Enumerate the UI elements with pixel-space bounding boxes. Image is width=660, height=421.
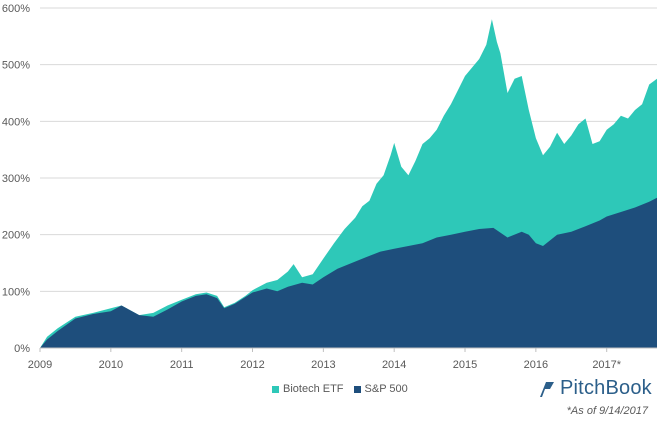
pitchbook-logo: PitchBook: [537, 377, 652, 400]
pitchbook-logo-icon: [540, 381, 554, 397]
legend-label-biotech-etf: Biotech ETF: [283, 383, 344, 395]
legend-swatch-sp500: [353, 385, 361, 393]
y-tick-label: 0%: [14, 343, 30, 355]
legend-swatch-biotech-etf: [272, 385, 279, 393]
legend-item-biotech-etf: Biotech ETF: [272, 383, 344, 395]
brand-name: PitchBook: [560, 377, 652, 399]
x-tick-label: 2011: [170, 359, 194, 371]
x-tick-label: 2010: [99, 359, 123, 371]
y-tick-label: 600%: [2, 3, 30, 15]
footnote: *As of 9/14/2017: [566, 405, 648, 417]
y-tick-label: 300%: [2, 173, 30, 185]
x-tick-label: 2009: [28, 359, 52, 371]
y-tick-label: 100%: [2, 286, 30, 298]
x-tick-label: 2017*: [592, 359, 621, 371]
y-tick-label: 200%: [2, 230, 30, 242]
legend-label-sp500: S&P 500: [364, 383, 408, 395]
y-tick-label: 400%: [2, 116, 30, 128]
x-tick-label: 2016: [524, 359, 548, 371]
x-tick-label: 2014: [382, 359, 406, 371]
axes: 0% 100% 200% 300% 400% 500% 600% 2009 2010 2011 20…: [2, 3, 657, 371]
y-tick-label: 500%: [2, 60, 30, 72]
series-area-sp500: [40, 197, 657, 348]
x-tick-label: 2015: [453, 359, 477, 371]
legend-item-sp500: S&P 500: [353, 383, 408, 395]
x-tick-label: 2013: [311, 359, 335, 371]
legend: Biotech ETF S&P 500: [272, 383, 418, 395]
x-tick-label: 2012: [240, 359, 264, 371]
series-layer: [40, 19, 657, 349]
